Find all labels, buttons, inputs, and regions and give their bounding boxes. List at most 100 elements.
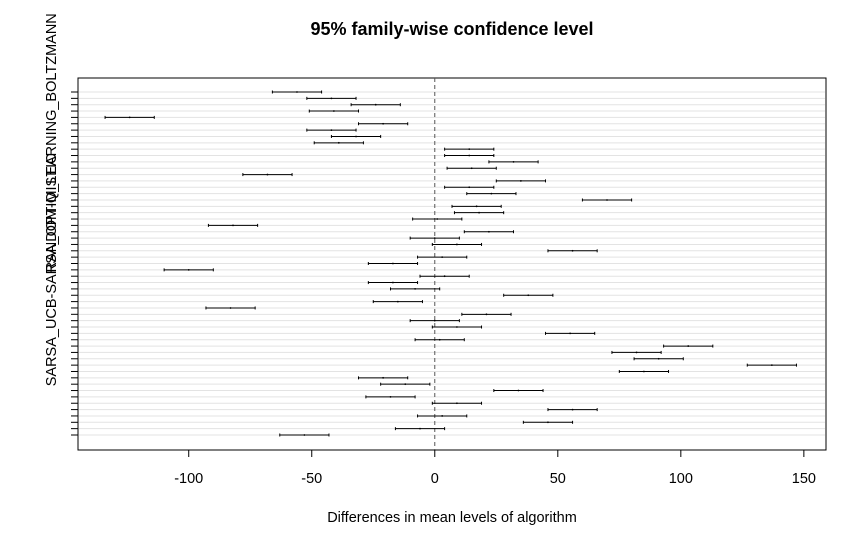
- interval-center-point: [392, 281, 394, 284]
- interval-center-point: [441, 415, 444, 417]
- interval-center-point: [128, 116, 131, 119]
- interval-center-point: [436, 218, 439, 220]
- x-tick-label: 150: [792, 471, 816, 487]
- interval: [746, 363, 797, 367]
- interval: [365, 395, 416, 399]
- interval-center-point: [438, 338, 441, 341]
- interval: [444, 154, 495, 158]
- interval-center-point: [485, 313, 488, 316]
- interval: [611, 350, 662, 354]
- interval: [663, 344, 714, 348]
- interval: [412, 217, 463, 221]
- x-tick-label: 100: [669, 471, 693, 487]
- interval: [308, 109, 359, 113]
- interval: [414, 338, 465, 342]
- interval: [545, 331, 596, 335]
- interval: [306, 96, 357, 100]
- x-axis-title: Differences in mean levels of algorithm: [327, 510, 577, 526]
- interval-center-point: [187, 268, 190, 271]
- interval-center-point: [456, 326, 458, 328]
- interval-center-point: [443, 275, 446, 278]
- interval-center-point: [606, 199, 608, 201]
- interval-center-point: [657, 357, 660, 360]
- interval: [581, 198, 633, 202]
- interval: [358, 376, 409, 380]
- interval-center-point: [635, 351, 638, 354]
- interval: [503, 293, 554, 297]
- interval-center-point: [468, 148, 471, 151]
- interval-center-point: [382, 122, 385, 125]
- interval-center-point: [303, 434, 306, 436]
- interval: [417, 255, 468, 259]
- interval: [279, 433, 330, 437]
- y-tick-label: RANDOM-Q_LEARNING_BOLTZMANN: [44, 13, 60, 272]
- interval: [431, 325, 483, 329]
- interval: [330, 134, 382, 138]
- interval-center-point: [355, 135, 357, 138]
- interval: [419, 274, 470, 278]
- interval: [522, 420, 574, 424]
- interval: [633, 357, 684, 361]
- interval-center-point: [414, 288, 416, 290]
- interval: [431, 242, 483, 246]
- interval: [547, 249, 598, 253]
- interval: [453, 211, 505, 215]
- interval: [444, 147, 495, 151]
- interval: [431, 401, 483, 405]
- interval-center-point: [478, 211, 480, 214]
- interval: [409, 236, 460, 240]
- interval: [389, 287, 441, 291]
- interval-center-point: [519, 180, 522, 182]
- interval-center-point: [475, 205, 478, 208]
- interval: [313, 141, 364, 145]
- y-axis-ticks: [71, 91, 78, 436]
- interval-center-point: [468, 154, 471, 157]
- interval: [380, 382, 431, 386]
- x-tick-label: -50: [301, 471, 322, 487]
- interval: [488, 160, 539, 164]
- interval-series: [104, 90, 797, 437]
- gridlines: [79, 91, 825, 436]
- interval-center-point: [488, 230, 490, 233]
- interval-center-point: [296, 91, 298, 93]
- interval: [461, 312, 512, 316]
- interval-center-point: [527, 294, 530, 297]
- interval-center-point: [512, 160, 515, 163]
- interval-center-point: [433, 237, 436, 239]
- y-tick-label: SARSA_UCB-SARSA_OPTIMISTIC: [44, 153, 60, 386]
- interval-center-point: [382, 376, 385, 379]
- interval: [205, 306, 256, 310]
- interval: [547, 408, 598, 412]
- interval-center-point: [374, 103, 377, 106]
- interval-center-point: [687, 345, 690, 347]
- interval-center-point: [232, 224, 234, 227]
- x-axis: -100 -50 0 50 100 150: [174, 450, 816, 487]
- interval: [409, 319, 460, 323]
- interval: [493, 389, 544, 393]
- chart-title: 95% family-wise confidence level: [310, 19, 593, 39]
- interval: [367, 281, 419, 285]
- interval-center-point: [396, 300, 399, 303]
- interval-center-point: [468, 186, 471, 189]
- interval: [444, 185, 495, 189]
- interval: [451, 204, 502, 208]
- interval: [367, 262, 419, 265]
- interval: [104, 115, 155, 119]
- interval: [394, 427, 446, 431]
- interval-center-point: [569, 332, 572, 335]
- x-tick-label: 50: [550, 471, 566, 487]
- interval: [495, 179, 546, 183]
- interval-center-point: [517, 389, 520, 392]
- interval: [242, 173, 293, 177]
- interval-center-point: [643, 370, 645, 373]
- interval: [350, 103, 401, 107]
- interval-center-point: [470, 167, 473, 170]
- interval: [358, 122, 409, 126]
- interval-center-point: [337, 141, 340, 144]
- interval: [207, 223, 259, 227]
- interval-center-point: [547, 421, 549, 424]
- interval: [463, 230, 515, 234]
- interval: [271, 90, 323, 94]
- interval-center-point: [433, 319, 436, 322]
